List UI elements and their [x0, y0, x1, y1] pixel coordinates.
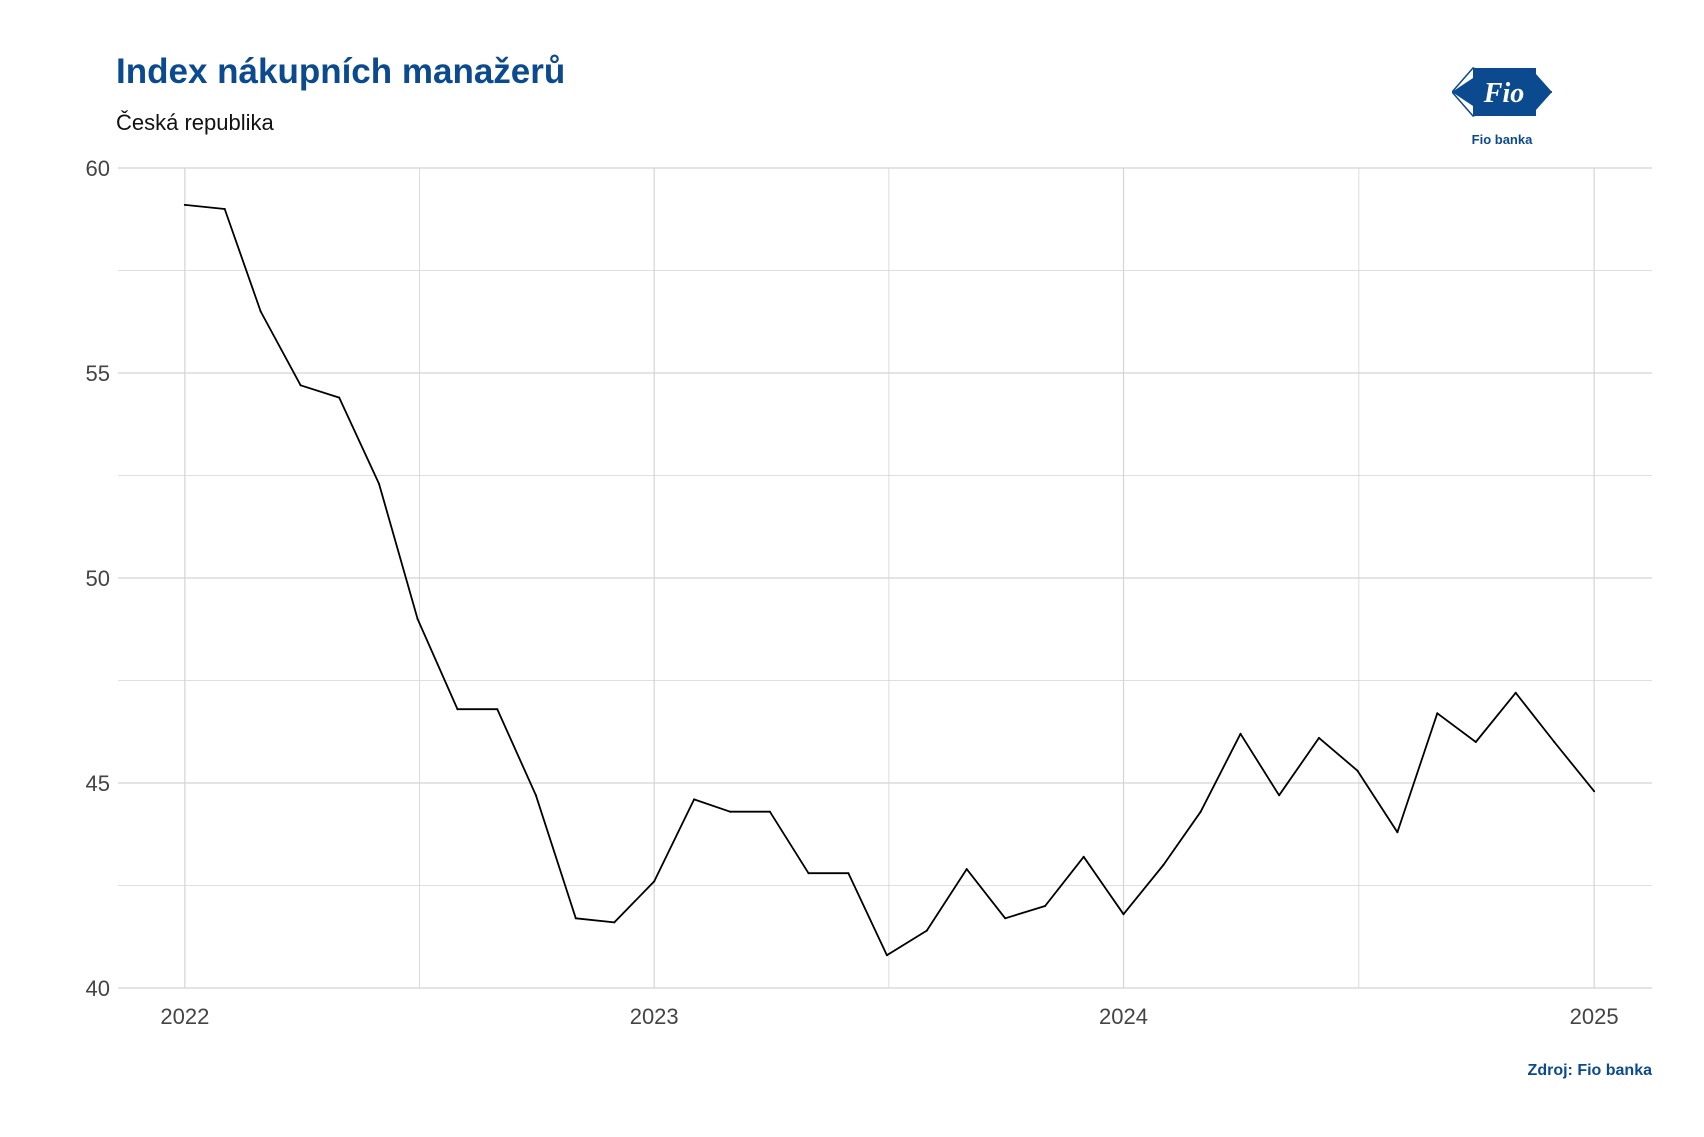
data-point — [1239, 732, 1242, 735]
data-point — [1356, 769, 1359, 772]
fio-logo-mark-text: Fio — [1483, 78, 1524, 109]
data-point — [1436, 712, 1439, 715]
line-chart: 40 45 50 55 60 2022 2023 2024 2025 — [86, 156, 1652, 1029]
major-gridlines — [118, 167, 1652, 989]
data-point — [338, 396, 341, 399]
fio-banka-logo-icon: Fio — [1452, 67, 1552, 117]
x-tick-label: 2022 — [160, 1004, 209, 1029]
data-point — [885, 954, 888, 957]
chart-subtitle: Česká republika — [116, 110, 274, 135]
x-axis-tick-labels: 2022 2023 2024 2025 — [160, 1004, 1618, 1029]
data-point — [1396, 831, 1399, 834]
data-point — [807, 872, 810, 875]
data-point — [965, 868, 968, 871]
data-point — [183, 203, 186, 206]
data-point — [1317, 736, 1320, 739]
data-point — [1004, 917, 1007, 920]
data-point — [574, 917, 577, 920]
source-note: Zdroj: Fio banka — [1527, 1062, 1652, 1079]
data-point — [729, 810, 732, 813]
data-point — [456, 708, 459, 711]
data-point — [1044, 905, 1047, 907]
logo-caption: Fio banka — [1471, 132, 1533, 147]
data-point — [925, 929, 928, 932]
data-point — [534, 794, 537, 797]
data-point — [378, 482, 381, 485]
data-point — [1122, 913, 1125, 916]
x-tick-label: 2023 — [630, 1004, 679, 1029]
chart-title: Index nákupních manažerů — [116, 52, 566, 91]
y-axis-tick-labels: 40 45 50 55 60 — [86, 156, 110, 1001]
fio-banka-logo: Fio Fio banka — [1452, 66, 1564, 150]
x-tick-label: 2025 — [1570, 1004, 1619, 1029]
data-point — [496, 708, 499, 711]
data-point — [1199, 810, 1202, 813]
data-point — [1278, 794, 1281, 797]
series-line — [184, 204, 1595, 957]
data-point — [1553, 741, 1556, 743]
data-point — [653, 880, 656, 883]
data-point — [1593, 790, 1596, 793]
series-layer — [183, 203, 1596, 957]
y-tick-label: 50 — [86, 566, 110, 591]
data-point — [1514, 691, 1517, 694]
data-point — [223, 208, 226, 210]
data-point — [1082, 855, 1085, 858]
data-point — [259, 310, 262, 313]
y-tick-label: 55 — [86, 361, 110, 386]
data-point — [1474, 741, 1477, 743]
y-tick-label: 45 — [86, 771, 110, 796]
data-point — [299, 384, 302, 387]
x-tick-label: 2024 — [1099, 1004, 1148, 1029]
data-point — [693, 798, 696, 801]
y-tick-label: 40 — [86, 976, 110, 1001]
y-tick-label: 60 — [86, 156, 110, 181]
data-point — [613, 921, 616, 924]
data-point — [1162, 864, 1165, 866]
data-point — [416, 618, 419, 620]
data-point — [768, 810, 771, 813]
data-point — [847, 872, 850, 875]
